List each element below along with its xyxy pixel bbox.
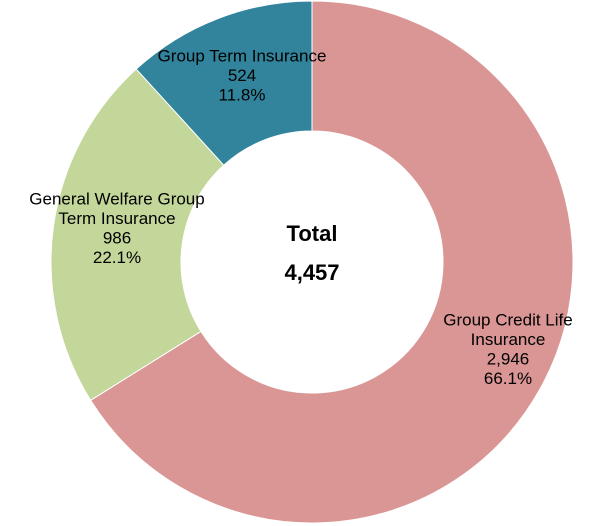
segment-label: 2,946 bbox=[487, 349, 530, 368]
segment-label: Insurance bbox=[471, 330, 546, 349]
segment-label: Group Term Insurance bbox=[158, 46, 327, 65]
center-total: 4,457 bbox=[284, 260, 339, 285]
center-title: Total bbox=[287, 221, 338, 246]
segment-label: 11.8% bbox=[219, 85, 266, 104]
donut-segment bbox=[50, 68, 225, 401]
segment-label: 524 bbox=[228, 66, 256, 85]
donut-segment bbox=[135, 0, 313, 166]
segment-label: Group Credit Life bbox=[443, 310, 572, 329]
segment-label: 986 bbox=[103, 228, 131, 247]
segment-label: 66.1% bbox=[484, 369, 532, 388]
segment-label: Term Insurance bbox=[58, 209, 175, 228]
segment-label: 22.1% bbox=[93, 248, 141, 267]
donut-segment bbox=[89, 0, 574, 524]
segment-label: General Welfare Group bbox=[29, 189, 204, 208]
